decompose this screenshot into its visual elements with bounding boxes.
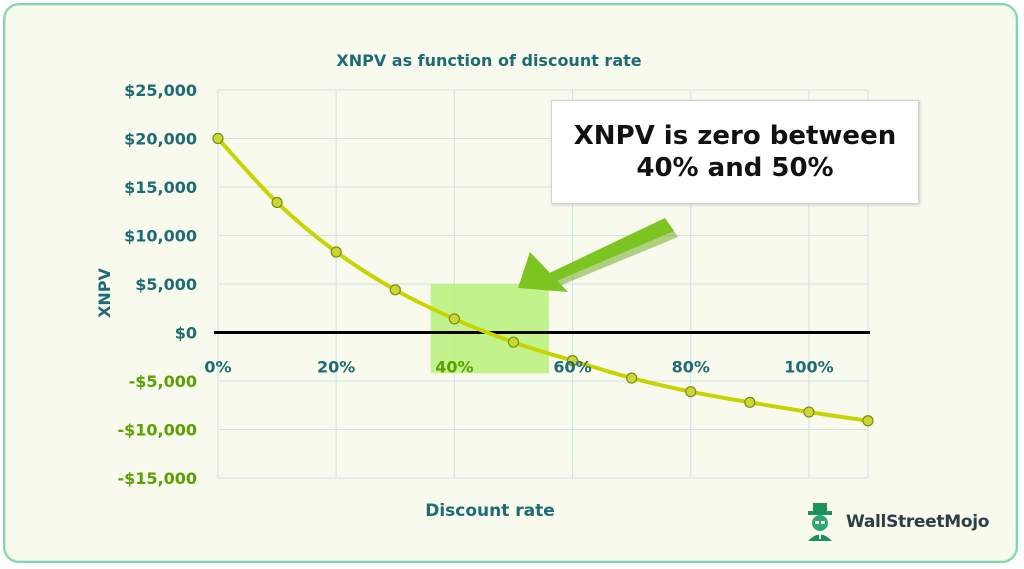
data-point <box>330 246 342 258</box>
y-tick-label: -$15,000 <box>117 469 197 488</box>
x-axis-label: Discount rate <box>425 501 555 521</box>
highlight-region <box>430 284 549 374</box>
y-tick-label: $10,000 <box>124 227 197 246</box>
x-tick-label: 80% <box>672 358 710 377</box>
chart-frame <box>3 3 1018 563</box>
callout-arrow-icon <box>518 218 678 292</box>
data-point <box>744 396 756 408</box>
y-tick-label: $25,000 <box>124 81 197 100</box>
brand-logo: WallStreetMojo <box>800 502 989 542</box>
y-tick-label: -$10,000 <box>117 421 197 440</box>
mojo-mascot-icon <box>808 503 832 541</box>
data-point <box>685 386 697 398</box>
y-axis-label: XNPV <box>95 267 114 317</box>
data-point <box>448 313 460 325</box>
annotation-line-1: XNPV is zero between <box>573 121 897 151</box>
data-point <box>803 406 815 418</box>
y-tick-label: $0 <box>175 324 197 343</box>
highlight-region-group <box>430 284 549 374</box>
y-tick-labels: $25,000 $20,000 $15,000 $10,000 $5,000 $0 -$5,… <box>117 81 197 488</box>
x-tick-label: 0% <box>204 358 231 377</box>
data-point <box>271 196 283 209</box>
chart-title: XNPV as function of discount rate <box>336 51 641 70</box>
y-tick-label: $15,000 <box>124 178 197 197</box>
y-tick-label: $20,000 <box>124 130 197 149</box>
data-points <box>212 132 874 427</box>
x-tick-label: 60% <box>553 358 591 377</box>
y-tick-label: $5,000 <box>135 275 197 294</box>
brand-logo-text: WallStreetMojo <box>846 512 990 532</box>
data-point <box>862 415 874 427</box>
data-point <box>626 372 638 384</box>
x-tick-label: 100% <box>784 358 833 377</box>
x-tick-label: 20% <box>317 358 355 377</box>
data-point <box>507 336 520 348</box>
annotation-callout: XNPV is zero between 40% and 50% <box>551 100 919 204</box>
y-tick-label: -$5,000 <box>129 372 197 391</box>
annotation-line-2: 40% and 50% <box>636 153 834 183</box>
data-point <box>389 284 401 296</box>
x-tick-labels: 0% 20% 40% 60% 80% 100% <box>204 358 833 377</box>
data-point <box>212 132 224 145</box>
data-point <box>566 355 579 367</box>
x-tick-label: 40% <box>435 358 473 377</box>
